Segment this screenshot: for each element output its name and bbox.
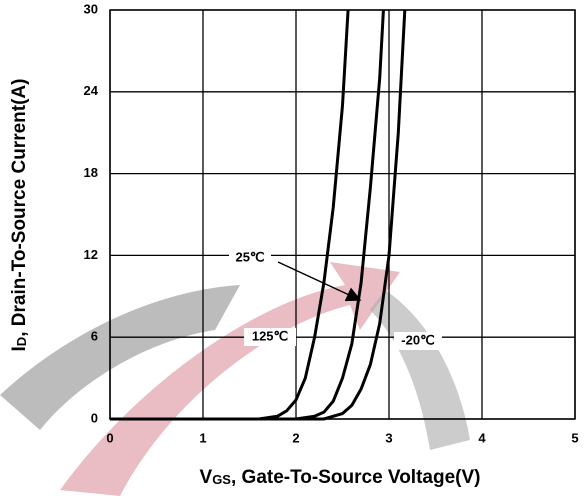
grid bbox=[110, 10, 575, 419]
x-tick-label: 2 bbox=[292, 430, 299, 445]
x-label-main: V bbox=[200, 467, 213, 488]
x-label-rest: , Gate-To-Source Voltage(V) bbox=[231, 467, 481, 488]
chart: 125℃ 25℃ -20℃ VGS, Gate-To-Source Voltage(… bbox=[0, 0, 585, 496]
series-label: -20℃ bbox=[401, 332, 434, 347]
y-tick-label: 24 bbox=[84, 83, 99, 98]
y-axis-label: ID, Drain-To-Source Current(A) bbox=[9, 79, 30, 352]
x-tick-label: 1 bbox=[199, 430, 206, 445]
y-tick-label: 18 bbox=[84, 165, 98, 180]
series-label: 125℃ bbox=[252, 328, 288, 343]
y-tick-label: 0 bbox=[91, 410, 98, 425]
curve bbox=[110, 10, 383, 419]
y-label-sub: D bbox=[14, 337, 29, 346]
curves bbox=[110, 10, 405, 419]
x-tick-label: 4 bbox=[478, 430, 486, 445]
x-tick-label: 0 bbox=[106, 430, 113, 445]
watermark-gray-right bbox=[370, 290, 470, 450]
x-tick-label: 3 bbox=[385, 430, 392, 445]
x-axis-label: VGS, Gate-To-Source Voltage(V) bbox=[200, 467, 481, 488]
watermark bbox=[0, 262, 470, 496]
plot-frame bbox=[110, 10, 575, 419]
y-tick-label: 30 bbox=[84, 1, 98, 16]
series-label: 25℃ bbox=[235, 249, 264, 264]
y-label-rest: , Drain-To-Source Current(A) bbox=[9, 79, 30, 337]
y-tick-label: 6 bbox=[91, 329, 98, 344]
x-label-sub: GS bbox=[212, 472, 231, 487]
x-tick-label: 5 bbox=[571, 430, 578, 445]
curve bbox=[110, 10, 405, 419]
y-tick-label: 12 bbox=[84, 247, 98, 262]
